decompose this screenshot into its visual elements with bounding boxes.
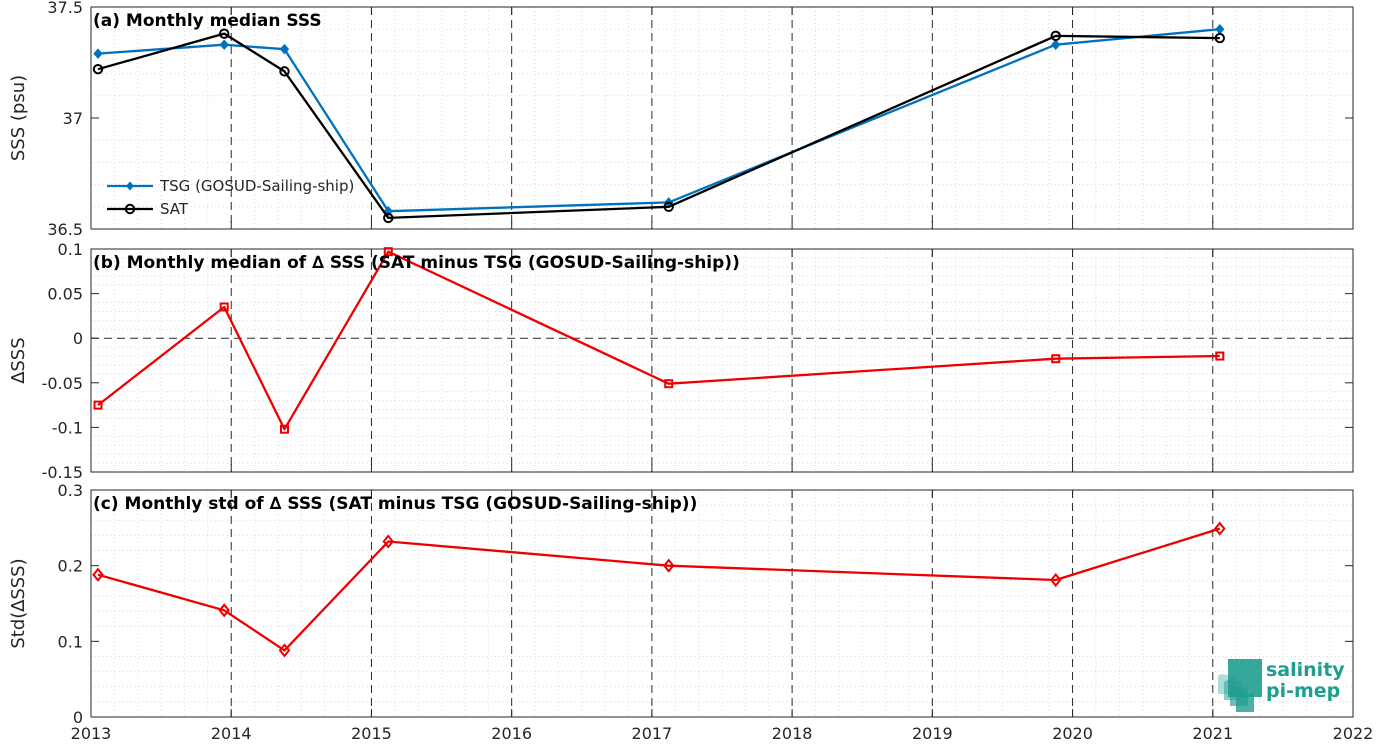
panel-title: (a) Monthly median SSS bbox=[93, 11, 322, 31]
major-grid bbox=[230, 490, 1214, 717]
x-tick-label: 2015 bbox=[351, 724, 392, 743]
data-point bbox=[383, 247, 393, 257]
x-tick-label: 2022 bbox=[1333, 724, 1374, 743]
data-point bbox=[278, 643, 291, 658]
data-point bbox=[664, 379, 674, 389]
x-tick-label: 2013 bbox=[71, 724, 112, 743]
panel-c: 0 0.1 0.2 0.3 2013 2014 2015 2016 2017 2018 2019 20… bbox=[8, 481, 1373, 743]
series-delta-sss bbox=[93, 247, 1225, 434]
legend-marker bbox=[124, 203, 136, 215]
major-grid bbox=[230, 7, 1214, 229]
data-point bbox=[219, 302, 229, 312]
y-tick-label: 0.1 bbox=[58, 240, 83, 259]
y-tick-label: -0.05 bbox=[42, 374, 83, 393]
data-point bbox=[662, 558, 675, 573]
y-axis-label: SSS (psu) bbox=[8, 75, 29, 161]
data-point bbox=[1049, 572, 1062, 588]
series-sat bbox=[92, 28, 1225, 224]
y-tick-label: 37.5 bbox=[47, 0, 83, 17]
logo-text-salinity: salinity bbox=[1266, 659, 1345, 681]
logo-text-pi-mep: pi-mep bbox=[1266, 680, 1340, 702]
y-tick-label: -0.1 bbox=[52, 418, 83, 437]
data-point bbox=[1213, 521, 1226, 536]
x-tick-label: 2019 bbox=[912, 724, 953, 743]
data-point bbox=[218, 603, 231, 618]
panel-a: 36.5 37 37.5 SSS (psu) (a) Monthly median SS… bbox=[8, 0, 1354, 239]
major-grid bbox=[230, 249, 1214, 472]
series-tsg-gosud-sailing-ship bbox=[93, 23, 1225, 217]
axes-box bbox=[90, 248, 1354, 473]
plot-area bbox=[91, 490, 1353, 717]
x-tick-label: 2014 bbox=[211, 724, 252, 743]
y-tick-label: 0.05 bbox=[47, 285, 83, 304]
data-point bbox=[219, 28, 230, 39]
data-point bbox=[382, 534, 395, 549]
logo-block-icon bbox=[1228, 659, 1262, 697]
axes-box bbox=[90, 489, 1354, 718]
series-delta-sss bbox=[92, 521, 1226, 658]
data-point bbox=[383, 212, 394, 224]
data-point bbox=[93, 48, 103, 59]
legend-entry: TSG (GOSUD-Sailing-ship) bbox=[159, 177, 354, 195]
y-tick-label: 0 bbox=[73, 329, 83, 348]
legend: TSG (GOSUD-Sailing-ship) SAT bbox=[107, 177, 354, 218]
panel-b: -0.15 -0.1 -0.05 0 0.05 0.1 ∆SSS (b) Monthly me… bbox=[8, 240, 1354, 482]
data-point bbox=[93, 400, 103, 410]
y-axis-label: ∆SSS bbox=[8, 337, 29, 384]
data-point bbox=[1214, 32, 1225, 44]
series-line bbox=[97, 32, 1220, 220]
data-point bbox=[219, 39, 229, 50]
panel-title: (c) Monthly std of ∆ SSS (SAT minus TSG … bbox=[93, 494, 697, 514]
data-point bbox=[92, 567, 104, 582]
panel-title: (b) Monthly median of ∆ SSS (SAT minus T… bbox=[93, 253, 740, 273]
y-tick-label: 36.5 bbox=[47, 220, 83, 239]
data-point bbox=[279, 66, 290, 77]
x-tick-label: 2021 bbox=[1192, 724, 1233, 743]
series-line bbox=[97, 250, 1220, 431]
y-tick-label: 0.1 bbox=[58, 632, 83, 651]
x-tick-label: 2016 bbox=[491, 724, 532, 743]
x-tick-label: 2020 bbox=[1052, 724, 1093, 743]
x-tick-label: 2018 bbox=[772, 724, 813, 743]
legend-entry: SAT bbox=[160, 200, 189, 218]
x-tick-label: 2017 bbox=[632, 724, 673, 743]
data-point bbox=[92, 63, 104, 75]
data-point bbox=[1051, 39, 1061, 50]
series-line bbox=[97, 527, 1221, 652]
data-point bbox=[1215, 351, 1225, 361]
y-tick-label: -0.15 bbox=[42, 463, 83, 482]
y-tick-label: 0 bbox=[73, 708, 83, 727]
data-point bbox=[1051, 354, 1061, 364]
plot-area bbox=[91, 249, 1353, 472]
y-tick-label: 0.3 bbox=[58, 481, 83, 500]
data-point bbox=[279, 43, 290, 55]
data-point bbox=[1050, 30, 1061, 42]
data-point bbox=[280, 424, 290, 434]
data-point bbox=[663, 201, 674, 213]
y-tick-label: 0.2 bbox=[58, 557, 83, 576]
y-tick-label: 37 bbox=[63, 109, 83, 128]
legend-marker bbox=[126, 181, 134, 191]
y-axis-label: Std(∆SSS) bbox=[8, 558, 29, 648]
